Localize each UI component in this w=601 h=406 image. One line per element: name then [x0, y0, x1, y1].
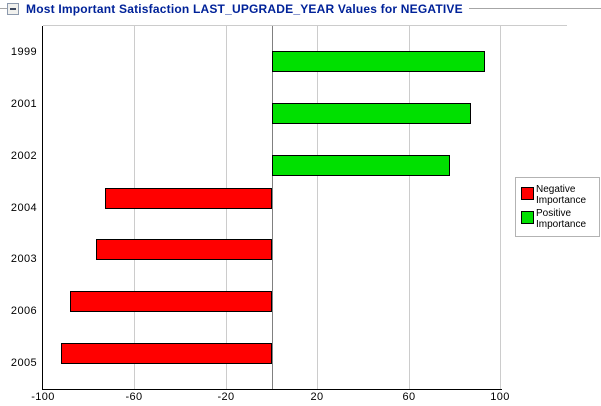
bar-1999[interactable] — [272, 51, 485, 72]
legend-item-negative: Negative Importance — [518, 184, 597, 206]
bar-2002[interactable] — [272, 155, 450, 176]
gridline-100 — [500, 26, 501, 389]
zero-gridline — [272, 26, 273, 389]
y-axis-label-2001: 2001 — [10, 98, 37, 110]
legend: Negative Importance Positive Importance — [515, 177, 600, 237]
y-axis-label-2005: 2005 — [10, 357, 37, 369]
x-tick-label--60: -60 — [125, 391, 143, 403]
legend-item-positive: Positive Importance — [518, 208, 597, 230]
bar-2004[interactable] — [105, 188, 272, 209]
plot-top-border — [43, 25, 567, 26]
minus-glyph — [10, 7, 16, 10]
chart-title: Most Important Satisfaction LAST_UPGRADE… — [26, 1, 463, 16]
positive-importance-swatch — [521, 211, 534, 224]
panel-header: Most Important Satisfaction LAST_UPGRADE… — [0, 0, 601, 17]
bar-2006[interactable] — [70, 291, 272, 312]
y-axis-label-2004: 2004 — [10, 202, 37, 214]
header-rule-left — [0, 8, 7, 9]
header-rule-right — [468, 8, 601, 9]
x-tick-label-100: 100 — [490, 391, 510, 403]
bar-2001[interactable] — [272, 103, 471, 124]
gridline-20 — [317, 26, 318, 389]
x-tick-label--20: -20 — [217, 391, 235, 403]
collapse-icon[interactable] — [7, 2, 19, 15]
x-tick-label-20: 20 — [310, 391, 324, 403]
y-axis-line — [42, 26, 43, 390]
x-tick-label--100: -100 — [31, 391, 55, 403]
legend-label-positive: Positive Importance — [536, 208, 587, 230]
negative-importance-swatch — [521, 187, 534, 200]
x-tick-label-60: 60 — [402, 391, 416, 403]
legend-label-negative: Negative Importance — [536, 184, 587, 206]
x-axis-line — [42, 389, 502, 390]
bar-2005[interactable] — [61, 343, 272, 364]
y-axis-label-2003: 2003 — [10, 253, 37, 265]
y-axis-label-2006: 2006 — [10, 305, 37, 317]
y-axis-label-1999: 1999 — [10, 46, 37, 58]
y-axis-label-2002: 2002 — [10, 150, 37, 162]
bar-2003[interactable] — [96, 239, 272, 260]
gridline-60 — [409, 26, 410, 389]
